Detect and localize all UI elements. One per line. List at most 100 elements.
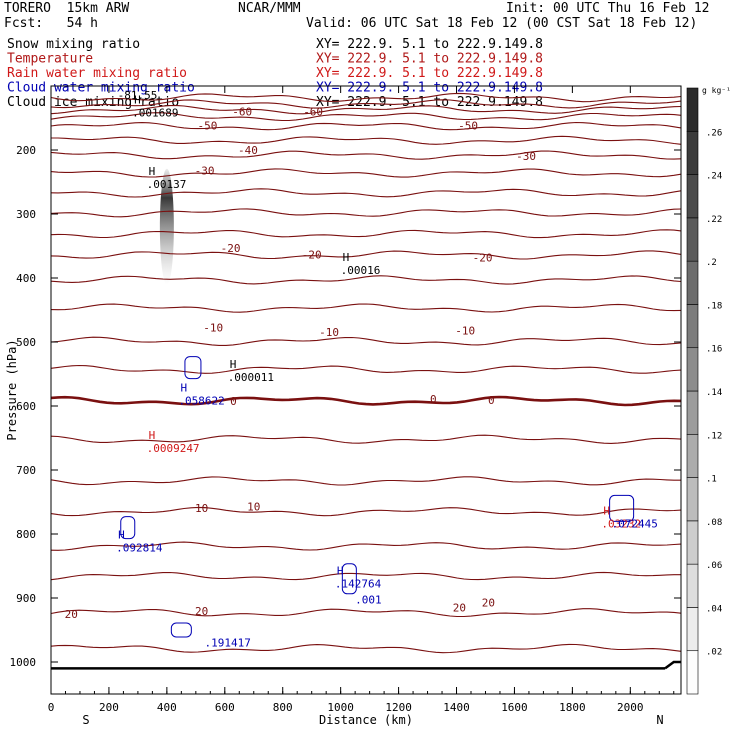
max-label: .03232 <box>601 517 641 530</box>
colorbar-cell <box>686 477 699 522</box>
max-label: .0009247 <box>147 442 200 455</box>
cloud-water-contour <box>341 563 357 595</box>
contour-label: -30 <box>516 150 536 163</box>
model-name: TORERO 15km ARW <box>4 1 130 16</box>
contour-label: 10 <box>195 502 208 515</box>
isotherm-line <box>50 303 682 313</box>
y-tick-label: 600 <box>16 400 36 413</box>
isotherm-line <box>51 135 682 145</box>
y-tick-label: 500 <box>16 336 36 349</box>
isotherm-line <box>50 229 682 239</box>
isotherm-line <box>50 608 682 618</box>
y-tick-label: 700 <box>16 464 36 477</box>
y-tick-label: 300 <box>16 208 36 221</box>
x-end-left-label: S <box>82 713 89 727</box>
max-marker: H <box>603 504 610 517</box>
colorbar-cell <box>686 607 699 652</box>
colorbar-cell <box>686 347 699 392</box>
cloud-water-contour <box>184 356 202 380</box>
contour-label: 10 <box>247 500 260 513</box>
isotherm-line <box>50 92 682 103</box>
legend-xy: XY= 222.9. 5.1 to 222.9.149.8 <box>316 52 543 67</box>
colorbar-tick-label: .24 <box>706 172 722 182</box>
valid-time: Valid: 06 UTC Sat 18 Feb 12 (00 CST Sat … <box>306 16 698 31</box>
x-tick-label: 1800 <box>559 701 586 714</box>
cloud-water-contour <box>120 516 136 540</box>
colorbar-cell <box>686 260 699 305</box>
colorbar-cell <box>686 87 699 132</box>
isotherm-line <box>50 250 682 260</box>
isotherm-line <box>50 168 682 178</box>
isotherm-line <box>50 506 682 517</box>
colorbar-cell <box>686 520 699 565</box>
contour-label: -20 <box>473 252 493 265</box>
x-end-right-label: N <box>656 713 663 727</box>
contour-label: -10 <box>319 326 339 339</box>
colorbar-tick-label: .12 <box>706 431 722 441</box>
colorbar-tick-label: .02 <box>706 648 722 658</box>
isotherm-line <box>50 188 682 198</box>
contour-label: -20 <box>221 242 241 255</box>
cloud-water-contour <box>609 494 635 522</box>
x-tick-label: 2000 <box>617 701 644 714</box>
isotherm-line <box>50 105 682 115</box>
colorbar-cell <box>686 650 699 695</box>
colorbar-tick-label: .04 <box>706 604 722 614</box>
init-time: Init: 00 UTC Thu 16 Feb 12 <box>506 1 710 16</box>
contour-label: -60 <box>303 106 323 119</box>
isotherm-line <box>50 336 682 346</box>
max-label: .00137 <box>147 178 187 191</box>
contour-label: 0 <box>430 393 437 406</box>
snow-plume <box>159 168 174 285</box>
max-label: .001689 <box>132 107 178 120</box>
colorbar-cell <box>686 304 699 349</box>
max-marker: H <box>118 529 125 542</box>
isotherm-line <box>50 395 682 407</box>
max-label: .072445 <box>611 517 657 530</box>
y-axis-label: Pressure (hPa) <box>5 339 19 440</box>
y-tick-label: 800 <box>16 528 36 541</box>
colorbar-tick-label: .22 <box>706 215 722 225</box>
plot-frame <box>50 85 682 695</box>
isotherm-line <box>50 434 682 444</box>
colorbar-tick-label: .08 <box>706 518 722 528</box>
max-marker: H <box>180 382 187 395</box>
isotherm-line <box>50 150 682 160</box>
contour-label: 0 <box>230 395 237 408</box>
y-tick-label: 400 <box>16 272 36 285</box>
max-label: .001 <box>355 594 382 607</box>
x-tick-label: 600 <box>215 701 235 714</box>
legend-name: Rain water mixing ratio <box>7 66 187 81</box>
contour-label: -30 <box>195 164 215 177</box>
y-tick-label: 200 <box>16 144 36 157</box>
contour-label: -10 <box>455 324 475 337</box>
contour-label: 20 <box>482 596 495 609</box>
max-marker: H <box>343 251 350 264</box>
legend-xy: XY= 222.9. 5.1 to 222.9.149.8 <box>316 37 543 52</box>
isotherm-line <box>50 99 682 109</box>
contour-label: -10 <box>203 321 223 334</box>
isotherm-line <box>50 476 681 486</box>
contour-label: -60 <box>232 106 252 119</box>
x-axis-label: Distance (km) <box>319 713 413 727</box>
isotherm-line <box>50 208 682 218</box>
colorbar-tick-label: .2 <box>706 258 717 268</box>
legend-xy: XY= 222.9. 5.1 to 222.9.149.8 <box>316 81 543 96</box>
isotherm-line <box>50 541 682 551</box>
colorbar-tick-label: .16 <box>706 345 722 355</box>
colorbar-unit: g kg⁻¹ <box>702 86 731 95</box>
x-tick-label: 1600 <box>501 701 528 714</box>
contour-label: 20 <box>453 602 466 615</box>
colorbar-tick-label: .06 <box>706 561 722 571</box>
max-label: .142764 <box>335 578 382 591</box>
x-tick-label: 1000 <box>327 701 354 714</box>
max-marker: H <box>149 165 156 178</box>
x-tick-label: 200 <box>99 701 119 714</box>
organization: NCAR/MMM <box>238 1 301 16</box>
legend-name: Snow mixing ratio <box>7 37 140 52</box>
cloud-water-contour <box>170 622 192 638</box>
colorbar-tick-label: .1 <box>706 475 717 485</box>
colorbar-tick-label: .14 <box>706 388 722 398</box>
